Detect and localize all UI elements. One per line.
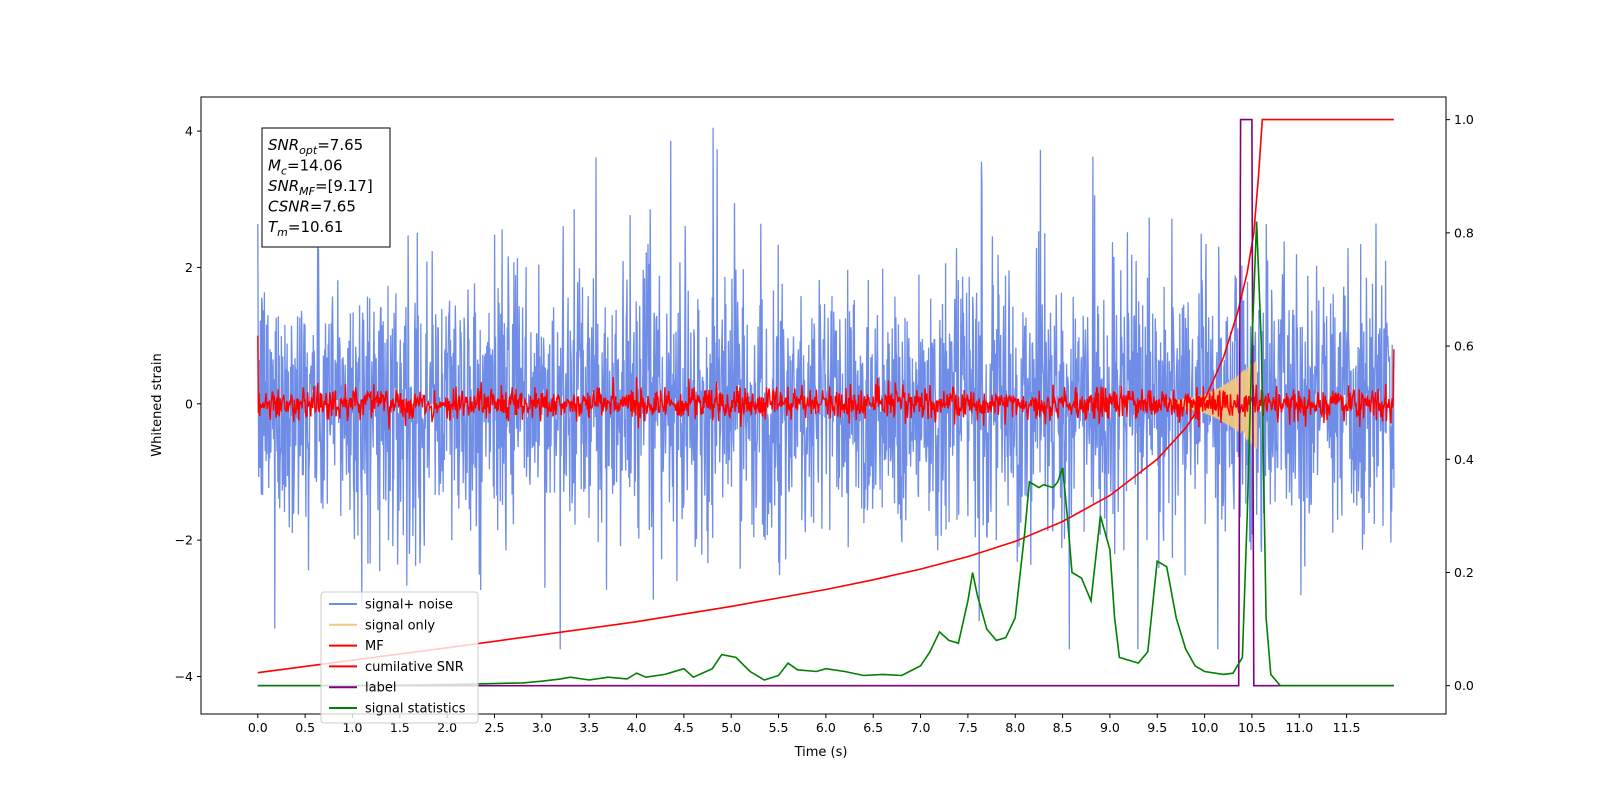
series-signal-statistics [257,221,1394,687]
legend-label: signal only [365,618,435,633]
x-tick-label: 2.0 [437,720,457,735]
x-tick-label: 2.5 [485,720,505,735]
y-axis-left: −4 −2 0 2 4 [175,124,201,684]
annotation-frame [261,127,391,248]
x-tick-label: 0.0 [248,720,268,735]
x-tick-label: 5.5 [769,720,789,735]
legend-label: cumilative SNR [365,660,464,675]
series-cumulative-snr [257,118,1394,674]
x-tick-label: 3.5 [579,720,599,735]
x-tick-label: 8.0 [1005,720,1025,735]
annotation-line: SNRMF=[9.17] [268,177,373,198]
y-axis-label: Whitened strain [150,353,165,456]
x-tick-label: 4.5 [674,720,694,735]
y2-tick-label: 0.2 [1454,565,1474,580]
annotation-line: SNRopt=7.65 [268,136,363,157]
plot-area [257,118,1395,687]
x-tick-label: 9.0 [1100,720,1120,735]
x-tick-label: 9.5 [1147,720,1167,735]
x-tick-label: 5.0 [721,720,741,735]
y2-tick-label: 0.6 [1454,339,1474,354]
x-tick-label: 11.5 [1333,720,1361,735]
x-axis-label: Time (s) [794,745,848,760]
y2-tick-label: 0.0 [1454,678,1474,693]
legend: signal+ noise signal only MF cumilative SNR… [320,591,479,724]
x-tick-label: 10.0 [1191,720,1219,735]
y-tick-label: 0 [185,396,193,411]
y-tick-label: 2 [185,260,193,275]
legend-frame [320,591,479,724]
x-tick-label: 0.5 [295,720,315,735]
y-tick-label: −2 [175,533,193,548]
x-tick-label: 7.0 [911,720,931,735]
x-axis: 0.0 0.5 1.0 1.5 2.0 2.5 3.0 3.5 4.0 4.5 5.0 5.5 6.0 6… [248,714,1361,735]
series-mf [257,335,1395,430]
x-tick-label: 11.0 [1285,720,1313,735]
legend-label: signal statistics [365,702,466,717]
annotation-line: Mc=14.06 [268,157,343,178]
x-tick-label: 1.5 [390,720,410,735]
y-tick-label: −4 [175,669,193,684]
x-tick-label: 6.0 [816,720,836,735]
x-tick-label: 7.5 [958,720,978,735]
y2-tick-label: 0.8 [1454,225,1474,240]
x-tick-label: 8.5 [1053,720,1073,735]
annotation-line: CSNR=7.65 [268,198,356,216]
legend-label: signal+ noise [365,598,453,613]
y-axis-right: 0.0 0.2 0.4 0.6 0.8 1.0 [1446,112,1474,693]
legend-label: MF [365,639,384,654]
axes-frame [200,96,1447,715]
y-tick-label: 4 [185,124,193,139]
x-tick-label: 10.5 [1238,720,1266,735]
y2-tick-label: 0.4 [1454,452,1474,467]
stats-annotation: SNRopt=7.65Mc=14.06SNRMF=[9.17]CSNR=7.65… [261,127,391,248]
x-tick-label: 1.0 [343,720,363,735]
annotation-line: Tm=10.61 [268,218,343,239]
x-tick-label: 4.0 [627,720,647,735]
series-label [257,118,1394,687]
x-tick-label: 3.0 [532,720,552,735]
legend-label: label [365,681,396,696]
x-tick-label: 6.5 [863,720,883,735]
y2-tick-label: 1.0 [1454,112,1474,127]
